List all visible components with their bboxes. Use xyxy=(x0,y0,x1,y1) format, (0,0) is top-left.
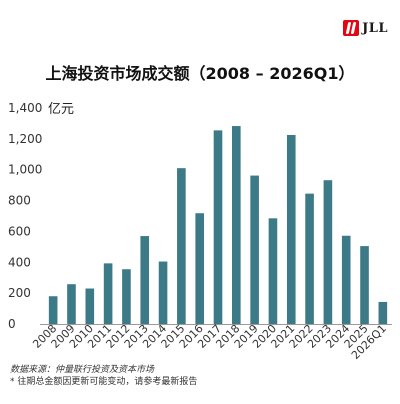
source-note: 数据来源：仲量联行投资及资本市场 xyxy=(10,365,155,375)
y-tick-label: 1,200 xyxy=(8,132,42,146)
bar-2026Q1 xyxy=(378,301,388,324)
jll-logo: JLL xyxy=(343,20,388,36)
footnote: * 往期总金额因更新可能变动，请参考最新报告 xyxy=(10,377,198,387)
y-tick-label: 200 xyxy=(8,286,31,300)
bar-2010 xyxy=(85,288,95,324)
bar-2024 xyxy=(341,235,351,324)
bar-2011 xyxy=(103,263,113,324)
y-tick-label: 1,400 xyxy=(8,101,42,115)
bar-2023 xyxy=(323,180,333,324)
bar-2017 xyxy=(213,130,223,324)
jll-logo-icon xyxy=(343,20,360,36)
y-tick-label: 0 xyxy=(8,317,16,331)
y-tick-label: 600 xyxy=(8,224,31,238)
jll-logo-text: JLL xyxy=(362,20,388,36)
bar-2016 xyxy=(195,213,204,324)
bar-2020 xyxy=(268,218,278,324)
chart-title: 上海投资市场成交额（2008 – 2026Q1） xyxy=(45,64,355,83)
y-tick-label: 400 xyxy=(8,255,31,269)
bar-2022 xyxy=(305,193,314,324)
bar-2012 xyxy=(122,269,131,324)
bar-2019 xyxy=(250,175,259,324)
bar-2008 xyxy=(48,296,58,324)
chart-notes: 数据来源：仲量联行投资及资本市场 * 往期总金额因更新可能变动，请参考最新报告 xyxy=(10,364,197,388)
bar-2009 xyxy=(67,284,76,324)
bar-2013 xyxy=(140,236,150,324)
y-axis-label: 亿元 xyxy=(48,102,74,117)
y-tick-label: 800 xyxy=(8,194,31,208)
bar-2018 xyxy=(232,126,241,324)
bar-2014 xyxy=(158,261,168,324)
bar-2015 xyxy=(177,168,186,324)
bar-2021 xyxy=(286,135,296,324)
y-tick-label: 1,000 xyxy=(8,163,42,177)
bar-2025 xyxy=(360,246,369,324)
